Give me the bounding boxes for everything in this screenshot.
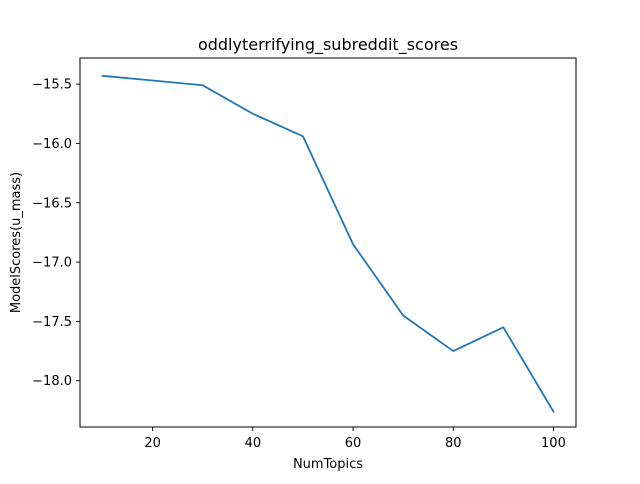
y-tick-label: −16.0 [32, 137, 72, 152]
axes-frame [79, 57, 577, 428]
chart-title: oddlyterrifying_subreddit_scores [198, 35, 458, 55]
x-axis-label: NumTopics [293, 457, 363, 472]
x-axis-ticks: 20 40 60 80 100 [144, 427, 566, 451]
series-line-0 [101, 74, 555, 413]
x-tick-label: 20 [144, 436, 161, 451]
y-tick-label: −18.0 [32, 374, 72, 389]
y-axis-label: ModelScores(u_mass) [9, 172, 24, 313]
x-tick-label: 60 [345, 436, 362, 451]
plot-layer [101, 74, 555, 413]
y-tick-label: −16.5 [32, 196, 72, 211]
x-tick-label: 80 [445, 436, 462, 451]
y-tick-label: −17.5 [32, 315, 72, 330]
y-axis-ticks: −15.5 −16.0 −16.5 −17.0 −17.5 −18.0 [32, 78, 80, 389]
x-tick-label: 40 [245, 436, 262, 451]
y-tick-label: −15.5 [32, 78, 72, 93]
y-tick-label: −17.0 [32, 256, 72, 271]
x-tick-label: 100 [541, 436, 566, 451]
